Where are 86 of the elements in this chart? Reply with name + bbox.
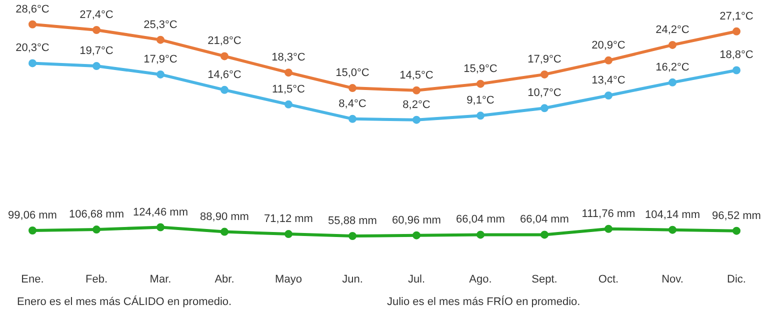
point [92,226,100,234]
text: Enero es el mes más CÁLIDO en promedio. [16,295,233,310]
data-label: 25,3°C [144,18,178,31]
point [220,52,228,60]
data-label: 16,2°C [656,61,690,74]
data-label: 14,5°C [400,69,434,82]
data-label: 27,1°C [720,10,754,22]
point [604,224,612,233]
point [732,27,740,36]
x-tick-label: Dic. [727,274,746,286]
x-tick-label: Mayo [275,274,302,286]
x-tick-label: Sept. [532,274,558,286]
data-label: 14,6°C [208,68,242,81]
data-label: 13,4°C [592,74,626,87]
x-tick-label: Abr. [214,274,234,286]
data-label: 9,1°C [466,94,494,107]
point [156,36,164,44]
point [156,70,164,78]
data-label: 60,96 mm [392,214,441,226]
data-label: 27,4°C [80,8,114,21]
point [540,230,548,239]
point [412,116,420,124]
data-label: 20,3°C [16,42,50,54]
x-tick-label: Jun. [342,274,363,286]
data-label: 24,2°C [656,24,690,36]
point [476,80,484,88]
point [668,40,676,49]
point [540,104,548,112]
point [668,226,676,234]
data-label: 28,6°C [16,3,50,16]
x-tick-label: Ene. [21,274,44,286]
data-label: 106,68 mm [68,208,124,221]
data-label: 111,76 mm [582,208,636,220]
point [348,114,356,123]
point [220,228,228,236]
x-tick-label: Ago. [469,274,492,286]
data-label: 55,88 mm [328,215,377,227]
text: Julio es el mes más FRÍO en promedio. [386,295,582,310]
data-label: 11,5°C [272,83,306,96]
point [476,230,484,239]
point [348,84,356,92]
point [28,59,36,68]
data-label: 99,06 mm [8,209,57,222]
x-tick-label: Jul. [408,274,426,286]
data-label: 124,46 mm [132,206,188,218]
data-label: 88,90 mm [200,210,249,223]
data-label: 17,9°C [144,53,178,66]
data-label: 21,8°C [208,35,242,48]
point [476,112,484,120]
x-tick-label: Feb. [85,274,108,286]
data-label: 71,12 mm [264,213,313,226]
point [284,68,292,77]
data-label: 10,7°C [528,87,562,100]
data-label: 15,0°C [336,67,370,80]
point [92,62,100,70]
point [348,232,356,240]
point [604,92,612,100]
point [540,70,548,78]
data-label: 66,04 mm [520,214,569,226]
point [156,223,164,232]
data-label: 8,4°C [338,98,366,110]
data-label: 104,14 mm [644,208,700,221]
x-tick-label: Mar. [150,274,172,286]
point [412,86,420,94]
data-label: 18,3°C [272,52,306,64]
x-tick-label: Nov. [662,274,684,286]
point [412,231,420,240]
point [92,26,100,34]
data-label: 20,9°C [592,39,626,52]
point [604,56,612,64]
point [28,226,36,234]
data-label: 18,8°C [720,49,754,62]
point [284,230,292,238]
data-label: 96,52 mm [712,210,761,222]
data-label: 17,9°C [528,53,562,66]
data-label: 66,04 mm [456,214,505,226]
point [284,100,292,108]
point [220,86,228,94]
x-tick-label: Oct. [598,274,619,286]
data-label: 8,2°C [402,98,430,111]
point [28,20,36,28]
point [732,66,740,74]
data-label: 15,9°C [464,62,498,75]
point [668,78,676,86]
data-label: 19,7°C [80,45,114,58]
point [732,226,740,235]
